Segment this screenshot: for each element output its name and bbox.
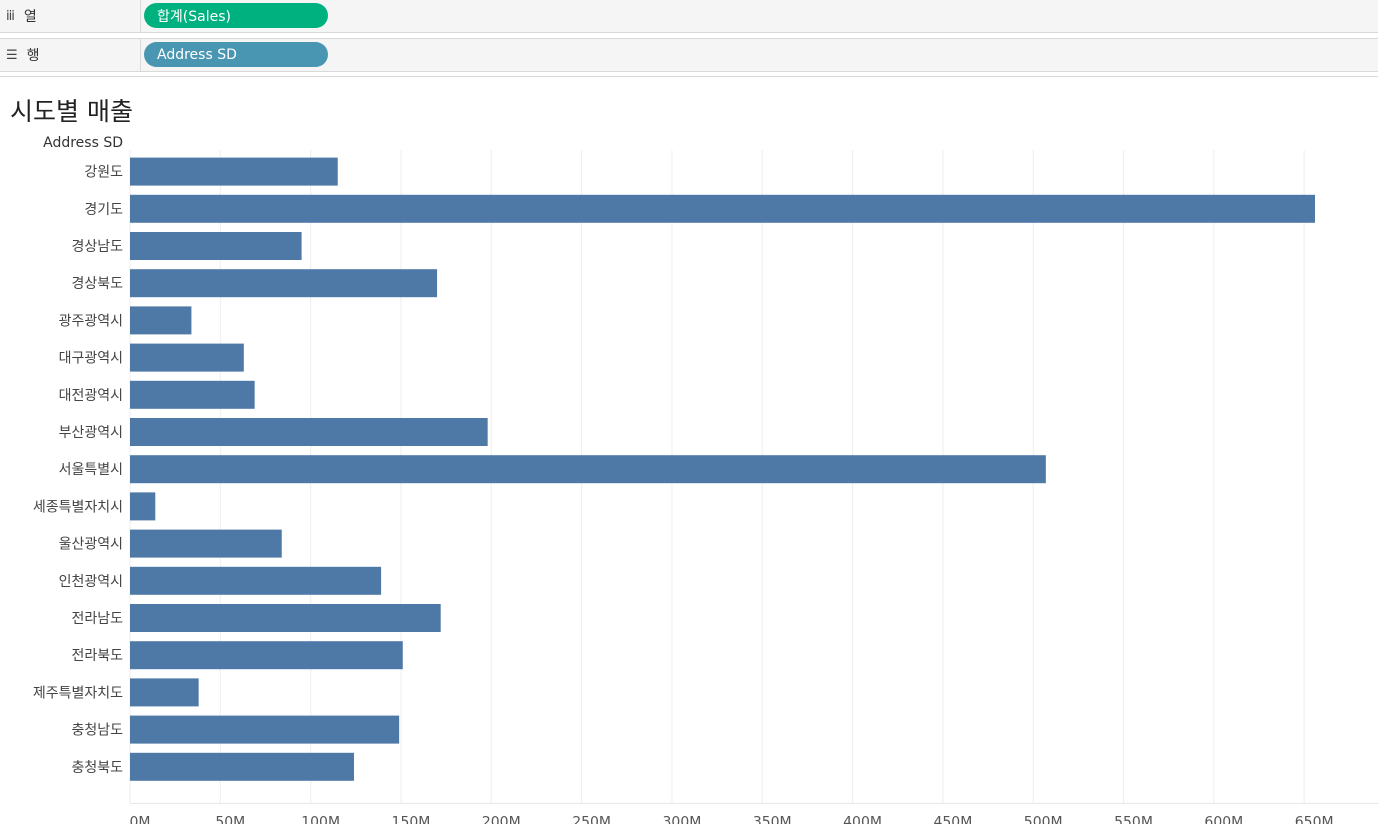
category-label: 전라남도 <box>71 611 123 627</box>
bar[interactable] <box>130 455 1046 484</box>
x-tick-label: 400M <box>843 814 882 824</box>
sales-measure-pill[interactable]: 합계(Sales) <box>144 3 328 28</box>
x-tick-label: 200M <box>482 814 521 824</box>
bar[interactable] <box>130 715 400 744</box>
bar[interactable] <box>130 269 438 298</box>
bar[interactable] <box>130 194 1315 223</box>
x-tick-label: 300M <box>663 814 702 824</box>
x-tick-label: 150M <box>392 814 431 824</box>
x-tick-label: 550M <box>1114 814 1153 824</box>
bar[interactable] <box>130 306 192 335</box>
bar[interactable] <box>130 157 338 186</box>
x-tick-label: 600M <box>1204 814 1243 824</box>
x-tick-label: 250M <box>572 814 611 824</box>
columns-shelf-title: 열 <box>23 9 37 25</box>
x-tick-label: 500M <box>1024 814 1063 824</box>
category-label: 인천광역시 <box>59 574 123 590</box>
shelf-divider <box>0 76 1378 77</box>
category-label: 부산광역시 <box>59 425 123 441</box>
category-label: 전라북도 <box>71 648 123 664</box>
bar[interactable] <box>130 418 488 446</box>
bar-chart: Address SD 강원도경기도경상남도경상북도광주광역시대구광역시대전광역시부… <box>33 135 1378 824</box>
bar[interactable] <box>130 380 255 409</box>
category-label: 광주광역시 <box>59 313 123 329</box>
rows-shelf-title: 행 <box>26 48 40 64</box>
x-tick-label: 100M <box>301 814 340 824</box>
columns-shelf-label: iii 열 <box>0 0 141 32</box>
category-label: 경기도 <box>84 202 123 218</box>
x-tick-label: 650M <box>1295 814 1334 824</box>
category-label: 제주특별자치도 <box>33 685 123 701</box>
x-tick-label: 450M <box>933 814 972 824</box>
category-label: 울산광역시 <box>59 537 123 553</box>
list-rows-icon: ☰ <box>6 47 18 63</box>
category-label: 대구광역시 <box>59 351 123 367</box>
category-label: 세종특별자치시 <box>33 499 123 515</box>
address-sd-dimension-pill[interactable]: Address SD <box>144 42 328 67</box>
bar[interactable] <box>130 529 282 558</box>
category-label: 서울특별시 <box>59 462 123 478</box>
bar[interactable] <box>130 492 156 521</box>
columns-shelf: iii 열 합계(Sales) <box>0 0 1378 33</box>
x-tick-label: 50M <box>215 814 245 824</box>
x-tick-label: 350M <box>753 814 792 824</box>
bar[interactable] <box>130 604 441 632</box>
bar[interactable] <box>130 752 354 781</box>
category-label: 경상남도 <box>71 239 123 255</box>
x-tick-label: 0M <box>130 814 151 824</box>
category-label: 대전광역시 <box>59 388 123 404</box>
row-header-label: Address SD <box>43 135 123 151</box>
bar[interactable] <box>130 343 244 372</box>
bar-columns-icon: iii <box>6 8 15 24</box>
sheet-title: 시도별 매출 <box>10 97 133 126</box>
rows-shelf: ☰ 행 Address SD <box>0 38 1378 72</box>
bar[interactable] <box>130 678 199 707</box>
rows-shelf-label: ☰ 행 <box>0 39 141 71</box>
bar[interactable] <box>130 566 382 595</box>
bar[interactable] <box>130 232 302 260</box>
category-label: 충청남도 <box>71 723 123 739</box>
category-label: 강원도 <box>84 165 123 181</box>
category-label: 경상북도 <box>71 276 123 292</box>
category-label: 충청북도 <box>71 760 123 776</box>
bar[interactable] <box>130 641 403 670</box>
